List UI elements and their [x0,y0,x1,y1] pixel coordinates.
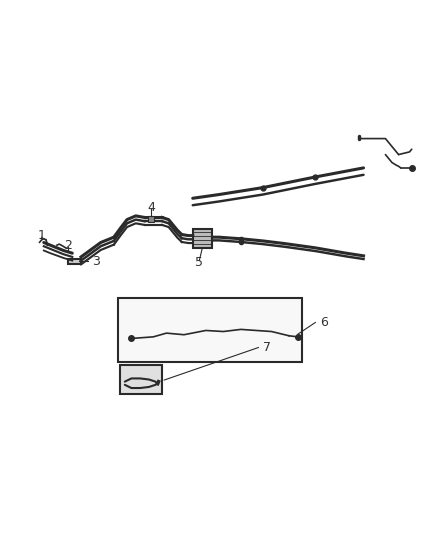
Text: 6: 6 [320,316,328,329]
Text: 5: 5 [195,256,203,269]
Bar [193,229,212,248]
Text: 7: 7 [263,341,271,354]
Text: 3: 3 [92,255,100,268]
Text: 2: 2 [64,239,72,252]
Text: 1: 1 [38,229,46,242]
Bar [120,365,162,394]
Bar [118,298,302,362]
Bar [68,259,81,264]
Text: 4: 4 [147,201,155,214]
